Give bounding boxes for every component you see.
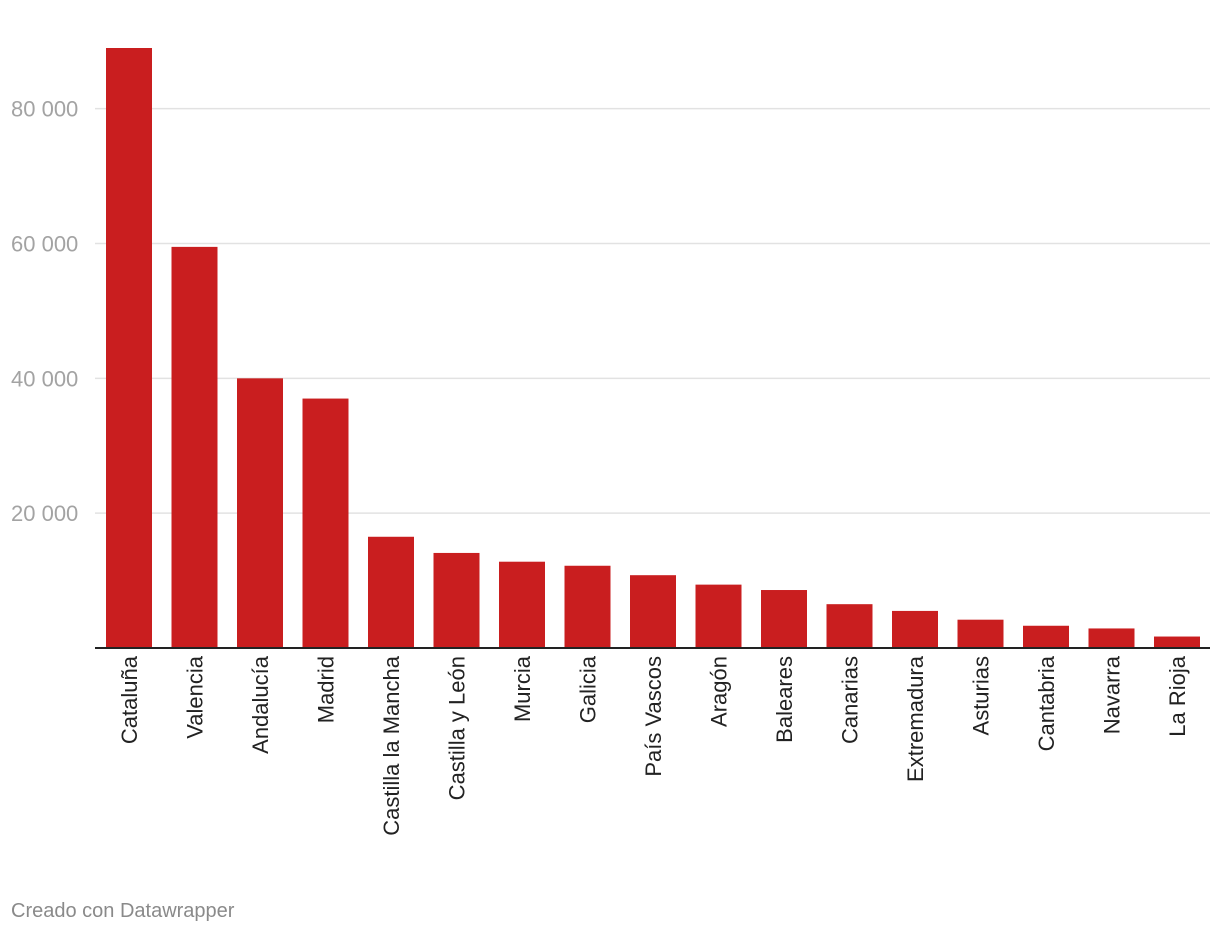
bar [171, 246, 218, 648]
x-tick-label: Cataluña [117, 655, 142, 744]
x-tick-label: Castilla la Mancha [379, 655, 404, 836]
x-tick-label: Madrid [314, 656, 339, 723]
bar [106, 48, 152, 648]
y-tick-label: 60 000 [11, 232, 78, 257]
x-tick-label: Andalucía [248, 655, 273, 754]
bar [564, 565, 611, 648]
x-axis-tick-labels: Cataluña Valencia Andalucía Madrid Castilla … [117, 655, 1190, 836]
bar [630, 575, 676, 648]
bars [106, 48, 1200, 648]
bar [237, 378, 283, 648]
bar [957, 619, 1004, 648]
y-axis-tick-labels: 20 000 40 000 60 000 80 000 [11, 97, 78, 526]
x-tick-label: La Rioja [1165, 655, 1190, 736]
x-tick-label: Castilla y León [445, 656, 470, 800]
x-tick-label: Canarias [838, 656, 863, 744]
y-tick-label: 80 000 [11, 97, 78, 122]
x-tick-label: País Vascos [641, 656, 666, 777]
x-tick-label: Galicia [576, 655, 601, 723]
x-tick-label: Valencia [183, 655, 208, 739]
datawrapper-credit: Creado con Datawrapper [11, 900, 235, 922]
x-tick-label: Murcia [510, 655, 535, 722]
bar [1023, 625, 1069, 648]
y-tick-label: 40 000 [11, 366, 78, 391]
x-tick-label: Baleares [772, 656, 797, 743]
bar [433, 552, 480, 648]
x-tick-label: Asturias [969, 656, 994, 735]
bar [826, 604, 873, 648]
x-tick-label: Extremadura [903, 655, 928, 782]
x-tick-label: Aragón [707, 656, 732, 727]
bar [1154, 636, 1200, 648]
bar [892, 610, 938, 648]
x-tick-label: Navarra [1100, 655, 1125, 734]
y-tick-label: 20 000 [11, 501, 78, 526]
bar [695, 584, 742, 648]
bar [761, 590, 807, 648]
bar [368, 536, 414, 648]
bar [302, 398, 349, 648]
x-tick-label: Cantabria [1034, 655, 1059, 751]
bar [499, 561, 545, 648]
bar [1088, 628, 1135, 648]
